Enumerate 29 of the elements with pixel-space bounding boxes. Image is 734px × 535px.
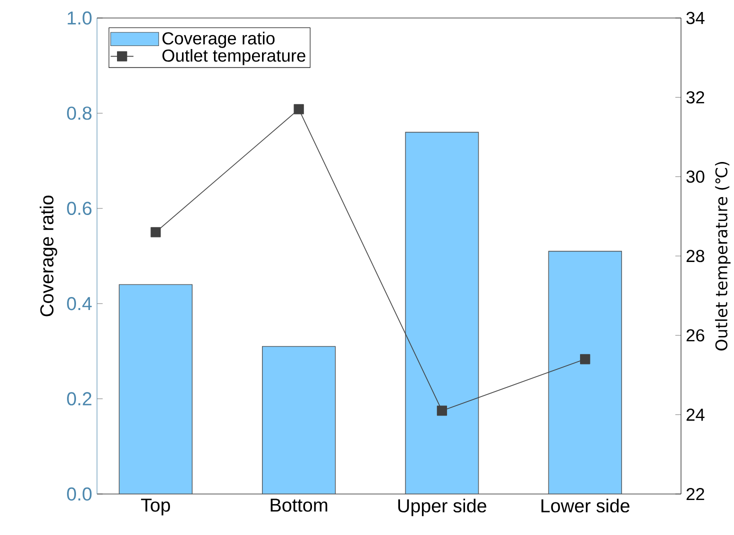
point: [580, 354, 590, 364]
y-axis-title: Coverage ratio: [40, 196, 58, 316]
y2-axis-title: Outlet temperature (℃): [715, 162, 731, 350]
y2-tick-label: 28: [686, 250, 704, 262]
y-tick-label: 0.4: [67, 296, 92, 310]
y2-tick-label: 32: [686, 91, 704, 104]
bar: [262, 346, 336, 494]
legend-label: Outlet temperature: [162, 49, 306, 66]
y2-tick-label: 22: [686, 488, 704, 500]
y2-tick-label: 34: [686, 12, 704, 24]
y-tick-label: 0.2: [67, 392, 92, 406]
point: [150, 227, 161, 238]
y2-tick-label: 26: [686, 329, 704, 342]
x-tick-label: Bottom: [270, 498, 328, 512]
bar: [405, 132, 479, 494]
y-tick-label: 1.0: [68, 11, 92, 25]
bar: [118, 284, 193, 494]
point: [436, 406, 448, 416]
x-tick-label: Top: [141, 498, 170, 516]
legend-label: Coverage ratio: [162, 32, 275, 48]
x-tick-label: Upper side: [398, 498, 486, 516]
bar: [548, 250, 622, 494]
y2-tick-label: 30: [686, 170, 704, 183]
y2-tick-label: 24: [686, 408, 704, 421]
x-tick-label: Lower side: [542, 498, 630, 512]
y-tick-label: 0.8: [67, 106, 92, 120]
point: [294, 104, 304, 114]
y-tick-label: 0.6: [67, 202, 92, 216]
y-tick-label: 0.0: [67, 487, 92, 501]
